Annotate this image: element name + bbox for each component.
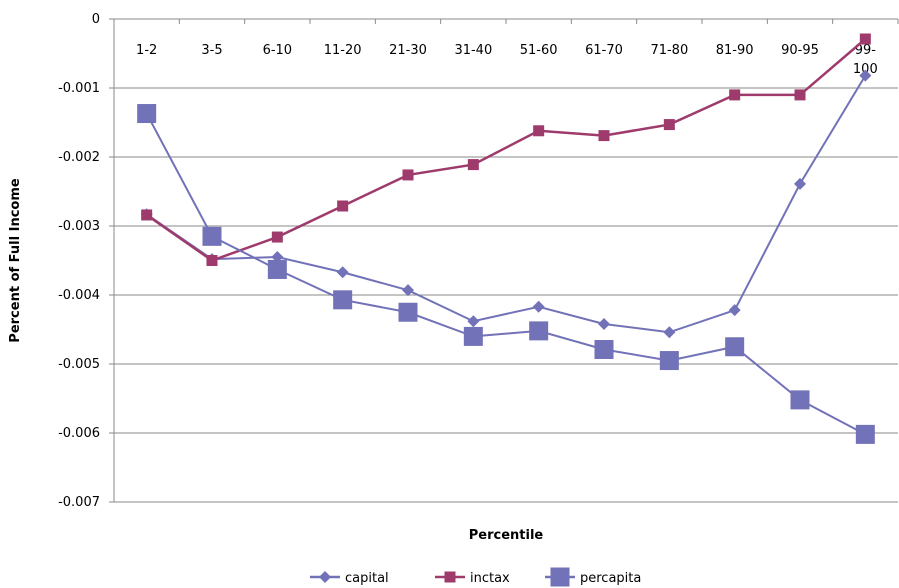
legend-label: capital	[345, 571, 389, 586]
x-tick-label: 81-90	[716, 43, 754, 58]
data-point-inctax	[141, 209, 153, 221]
data-point-capital	[598, 317, 610, 330]
legend-marker	[319, 571, 331, 583]
y-tick-label: -0.004	[58, 288, 100, 303]
data-point-capital	[336, 266, 349, 279]
data-point-percapita	[790, 390, 810, 410]
data-point-percapita	[267, 259, 287, 279]
data-point-inctax	[533, 125, 545, 137]
data-point-capital	[728, 304, 741, 317]
data-point-capital	[532, 300, 545, 313]
data-point-percapita	[202, 226, 222, 246]
data-point-capital	[467, 315, 480, 328]
data-point-percapita	[333, 290, 353, 310]
x-tick-label: 71-80	[650, 43, 688, 58]
y-tick-label: -0.003	[58, 219, 100, 234]
x-tick-label: 6-10	[263, 43, 293, 58]
y-tick-label: -0.002	[58, 150, 100, 165]
legend-marker	[444, 571, 456, 583]
x-axis: 1-2 3-5 6-10 11-20 21-30 31-40 51-60 61-70 71-80…	[113, 19, 899, 77]
legend-item-percapita: percapita	[545, 567, 641, 587]
data-point-inctax	[794, 89, 806, 101]
data-point-inctax	[663, 119, 675, 131]
x-tick-label: 99-100	[853, 43, 878, 77]
data-point-capital	[663, 326, 676, 339]
series-layer	[137, 33, 875, 444]
y-axis-title: Percent of Full Income	[8, 178, 23, 343]
gridlines	[114, 18, 898, 503]
data-point-inctax	[337, 200, 349, 212]
x-tick-label: 90-95	[781, 43, 819, 58]
y-tick-label: -0.001	[58, 81, 100, 96]
x-tick-label: 51-60	[520, 43, 558, 58]
data-point-percapita	[725, 337, 745, 357]
y-axis: 0 -0.001 -0.002 -0.003 -0.004 -0.005 -0.006 -0.…	[58, 12, 115, 510]
data-point-inctax	[271, 231, 283, 243]
legend: capital inctax percapita	[310, 567, 641, 587]
series-line-percapita	[145, 113, 866, 436]
series-capital	[140, 69, 872, 339]
legend-label: inctax	[470, 571, 510, 586]
data-point-inctax	[598, 130, 610, 142]
data-point-percapita	[855, 424, 875, 444]
series-percapita	[137, 104, 875, 444]
x-axis-title: Percentile	[469, 528, 544, 543]
data-point-percapita	[659, 351, 679, 371]
data-point-percapita	[137, 104, 157, 124]
data-point-capital	[794, 177, 806, 190]
x-tick-label: 11-20	[324, 43, 362, 58]
x-tick-label: 21-30	[389, 43, 427, 58]
legend-item-capital: capital	[310, 571, 389, 586]
data-point-percapita	[398, 302, 418, 322]
x-tick-label: 3-5	[201, 43, 222, 58]
data-point-percapita	[529, 321, 549, 341]
data-point-inctax	[729, 89, 741, 101]
data-point-percapita	[594, 340, 614, 360]
y-tick-label: -0.005	[58, 357, 100, 372]
series-line-capital	[146, 75, 867, 334]
data-point-inctax	[402, 169, 414, 181]
series-inctax	[141, 33, 871, 266]
data-point-capital	[859, 69, 872, 82]
y-tick-label: 0	[92, 12, 100, 27]
data-point-percapita	[463, 326, 483, 346]
data-point-capital	[402, 284, 414, 297]
y-tick-label: -0.006	[58, 426, 100, 441]
legend-item-inctax: inctax	[435, 571, 510, 586]
data-point-inctax	[859, 33, 871, 45]
data-point-inctax	[206, 255, 218, 266]
x-tick-label: 61-70	[585, 43, 623, 58]
legend-label: percapita	[580, 571, 641, 586]
series-line-inctax	[145, 38, 867, 262]
x-tick-label: 1-2	[136, 43, 157, 58]
data-point-inctax	[467, 159, 479, 171]
legend-marker	[550, 567, 570, 587]
y-tick-label: -0.007	[58, 495, 100, 510]
x-tick-label: 31-40	[454, 43, 492, 58]
